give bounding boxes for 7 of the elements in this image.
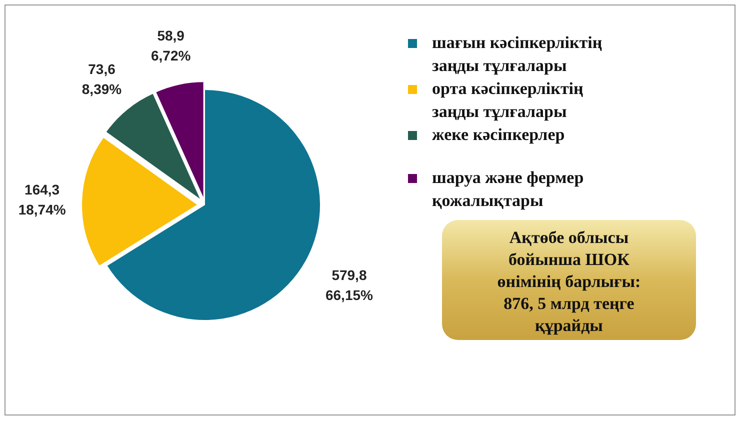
data-label: 58,9 6,72%	[150, 28, 192, 64]
legend-label: шаруа және фермер қожалықтары	[432, 168, 584, 210]
data-label: 73,6 8,39%	[82, 60, 122, 97]
data-label: 579,8 66,15%	[325, 267, 374, 304]
text: Ақтөбе облысы бойынша ШОК өнімінің барлығы: 876, 5 млрд теңге құрайды	[497, 228, 641, 335]
data-label: 164,3 18,74%	[18, 182, 66, 218]
legend-label: жеке кәсіпкерлер	[432, 125, 565, 144]
